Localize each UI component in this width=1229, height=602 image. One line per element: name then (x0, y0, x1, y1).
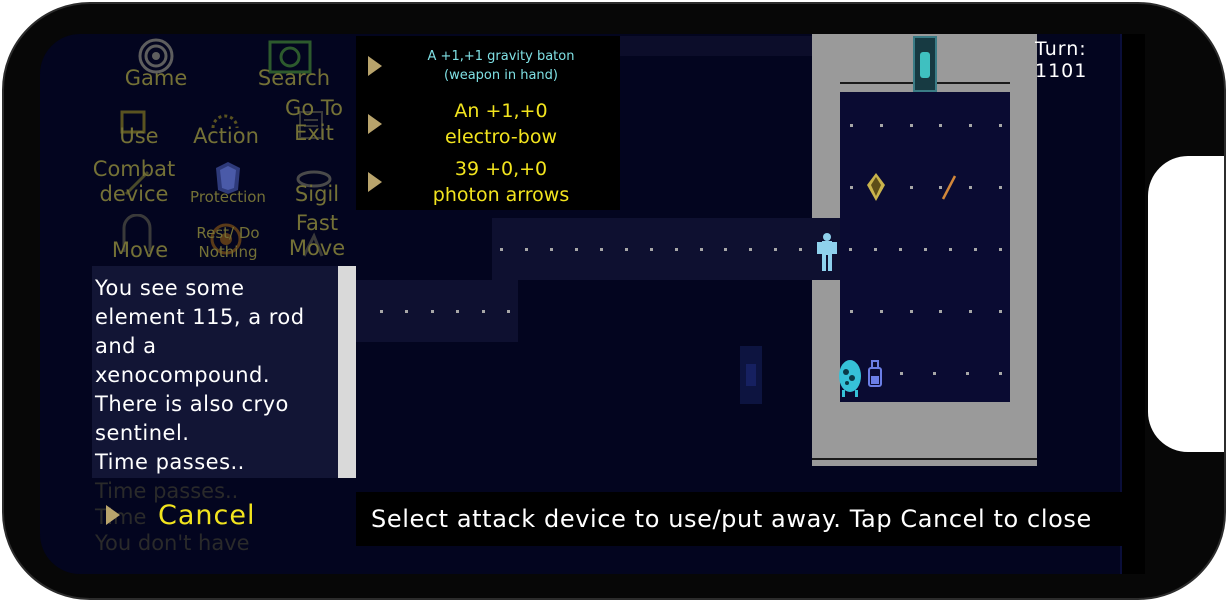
phone-notch (1148, 156, 1224, 452)
weapon-name: A +1,+1 gravity baton (427, 49, 575, 64)
menu-arrow-icon (368, 56, 382, 76)
command-action[interactable]: Action (193, 124, 259, 148)
command-move[interactable]: Move (111, 238, 169, 262)
floor-dots (850, 310, 1002, 313)
rod-icon[interactable] (940, 174, 958, 202)
corridor-top (620, 36, 812, 56)
menu-arrow-icon (368, 114, 382, 134)
combat-icon (124, 170, 150, 196)
corridor (356, 280, 518, 342)
message-log[interactable]: You see some element 115, a rod and a xe… (92, 266, 338, 478)
room-floor (840, 92, 1010, 402)
log-line: element 115, a rod (95, 305, 305, 329)
weapon-stats: An +1,+0 (454, 100, 548, 122)
instruction-hint: Select attack device to use/put away. Ta… (356, 492, 1145, 546)
weapon-item-gravity-baton[interactable]: A +1,+1 gravity baton (weapon in hand) (356, 42, 620, 90)
log-line: xenocompound. (95, 363, 271, 387)
game-screen: Turn: 1101 (40, 34, 1145, 574)
sigil-icon (296, 170, 332, 188)
player-character-icon[interactable] (816, 232, 838, 272)
weapon-stats: 39 +0,+0 (454, 158, 548, 180)
wall-line (812, 458, 1037, 460)
faded-statue-icon (740, 346, 762, 404)
command-combat-device[interactable]: Combat device (92, 157, 176, 206)
weapon-name: electro-bow (444, 126, 557, 148)
turn-counter: Turn: 1101 (1035, 38, 1088, 82)
rest-icon (210, 223, 242, 255)
menu-arrow-icon (106, 505, 120, 525)
cancel-button[interactable]: Cancel (106, 497, 255, 533)
command-protection[interactable]: Protection (190, 188, 266, 206)
faded-log-line: You don't have (95, 531, 250, 555)
exit-icon (299, 111, 323, 139)
weapon-item-photon-arrows[interactable]: 39 +0,+0 photon arrows (356, 154, 620, 210)
xenocompound-icon[interactable] (867, 360, 883, 388)
door-icon[interactable] (913, 36, 937, 92)
log-line: and a (95, 334, 157, 358)
command-sigil[interactable]: Sigil (294, 182, 340, 206)
log-scrollbar[interactable] (338, 266, 356, 478)
command-fast-move[interactable]: Fast Move (288, 211, 346, 260)
floor-dots (500, 248, 1002, 251)
log-line: You see some (95, 276, 245, 300)
fast-move-icon (302, 232, 324, 257)
protection-icon (216, 162, 240, 194)
log-line: sentinel. (95, 421, 190, 445)
menu-arrow-icon (368, 172, 382, 192)
cancel-label: Cancel (158, 499, 256, 531)
floor-dots (850, 124, 1002, 127)
faded-log: Time passes.. Time You don't have (92, 478, 356, 574)
command-game[interactable]: Game (124, 66, 188, 90)
command-search[interactable]: Search (257, 66, 331, 90)
command-goto-exit[interactable]: Go To Exit (285, 96, 343, 145)
log-line: Time passes.. (95, 450, 245, 474)
screen-edge (1122, 34, 1145, 574)
faded-log-line: Time (95, 505, 147, 529)
command-rest[interactable]: Rest/ Do Nothing (196, 224, 260, 261)
faded-log-line: Time passes.. (95, 479, 239, 503)
use-icon (120, 110, 146, 134)
weapon-status: (weapon in hand) (444, 68, 558, 83)
attack-device-menu: A +1,+1 gravity baton (weapon in hand) A… (356, 36, 620, 210)
cryo-sentinel-icon[interactable] (838, 358, 862, 398)
log-line: There is also cryo (95, 392, 289, 416)
game-icon (138, 38, 174, 74)
move-icon (122, 214, 152, 252)
weapon-item-electro-bow[interactable]: An +1,+0 electro-bow (356, 96, 620, 152)
floor-dots (380, 310, 510, 313)
weapon-name: photon arrows (432, 184, 570, 206)
element-crystal-icon[interactable] (866, 172, 886, 202)
search-icon (268, 40, 312, 74)
action-icon (211, 114, 239, 129)
command-grid: Game Search Use Action Go To Exit Combat… (92, 36, 356, 264)
command-use[interactable]: Use (119, 124, 159, 148)
floor-dots (900, 372, 1002, 375)
dungeon-map[interactable]: Turn: 1101 (40, 34, 1145, 574)
